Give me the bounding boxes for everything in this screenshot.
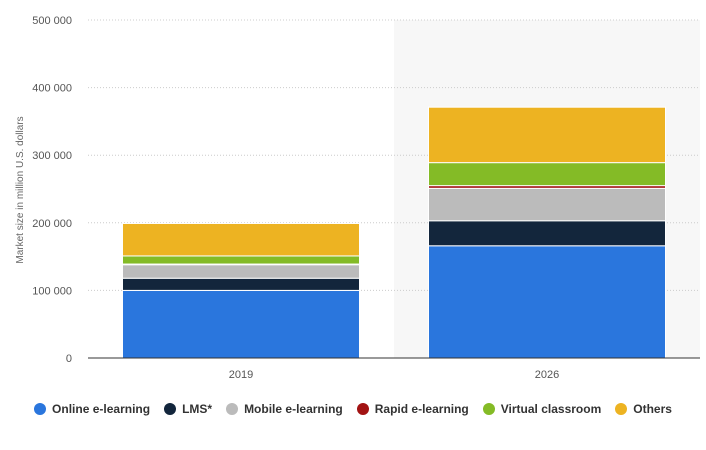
legend-swatch [34,403,47,415]
legend-label: Mobile e-learning [244,402,343,416]
legend-label: LMS* [182,402,213,416]
legend-swatch [356,403,369,415]
legend-item[interactable]: Others [615,402,672,416]
stacked-bar-chart: 0 100 000 200 000 300 000 400 000 500 000 2019… [15,15,700,381]
legend-item[interactable]: Virtual classroom [482,402,602,416]
bar-segment [122,222,360,257]
legend-item[interactable]: Online e-learning [34,402,150,416]
y-tick-label: 0 [66,353,72,365]
bars [122,106,666,359]
legend-item[interactable]: Mobile e-learning [226,402,343,416]
bar-segment [122,277,360,291]
y-tick-label: 300 000 [32,150,72,162]
axes: 0 100 000 200 000 300 000 400 000 500 000 2019… [32,15,700,381]
bar-segment [428,245,666,359]
legend-swatch [615,403,628,415]
y-axis-label: Market size in million U.S. dollars [15,116,26,263]
legend-label: Online e-learning [52,402,151,416]
bar-segment [122,264,360,279]
y-tick-label: 500 000 [32,15,72,27]
y-tick-label: 200 000 [32,218,72,230]
legend-swatch [226,403,239,415]
legend-swatch [482,403,495,415]
y-tick-label: 400 000 [32,83,72,95]
legend-swatch [164,403,177,415]
bar-segment [428,220,666,247]
bar-segment [122,289,360,359]
legend-label: Others [633,402,672,416]
x-tick-label: 2026 [535,369,559,381]
x-tick-label: 2019 [229,369,253,381]
legend-label: Virtual classroom [500,402,602,416]
y-tick-label: 100 000 [32,285,72,297]
bar-segment [428,162,666,187]
legend: Online e-learning LMS* Mobile e-learning Ra… [0,402,706,416]
bar-segment [122,255,360,265]
legend-item[interactable]: Rapid e-learning [356,402,469,416]
legend-item[interactable]: LMS* [164,402,212,416]
legend-label: Rapid e-learning [374,402,469,416]
bar-segment [428,187,666,222]
bar-segment [428,106,666,164]
